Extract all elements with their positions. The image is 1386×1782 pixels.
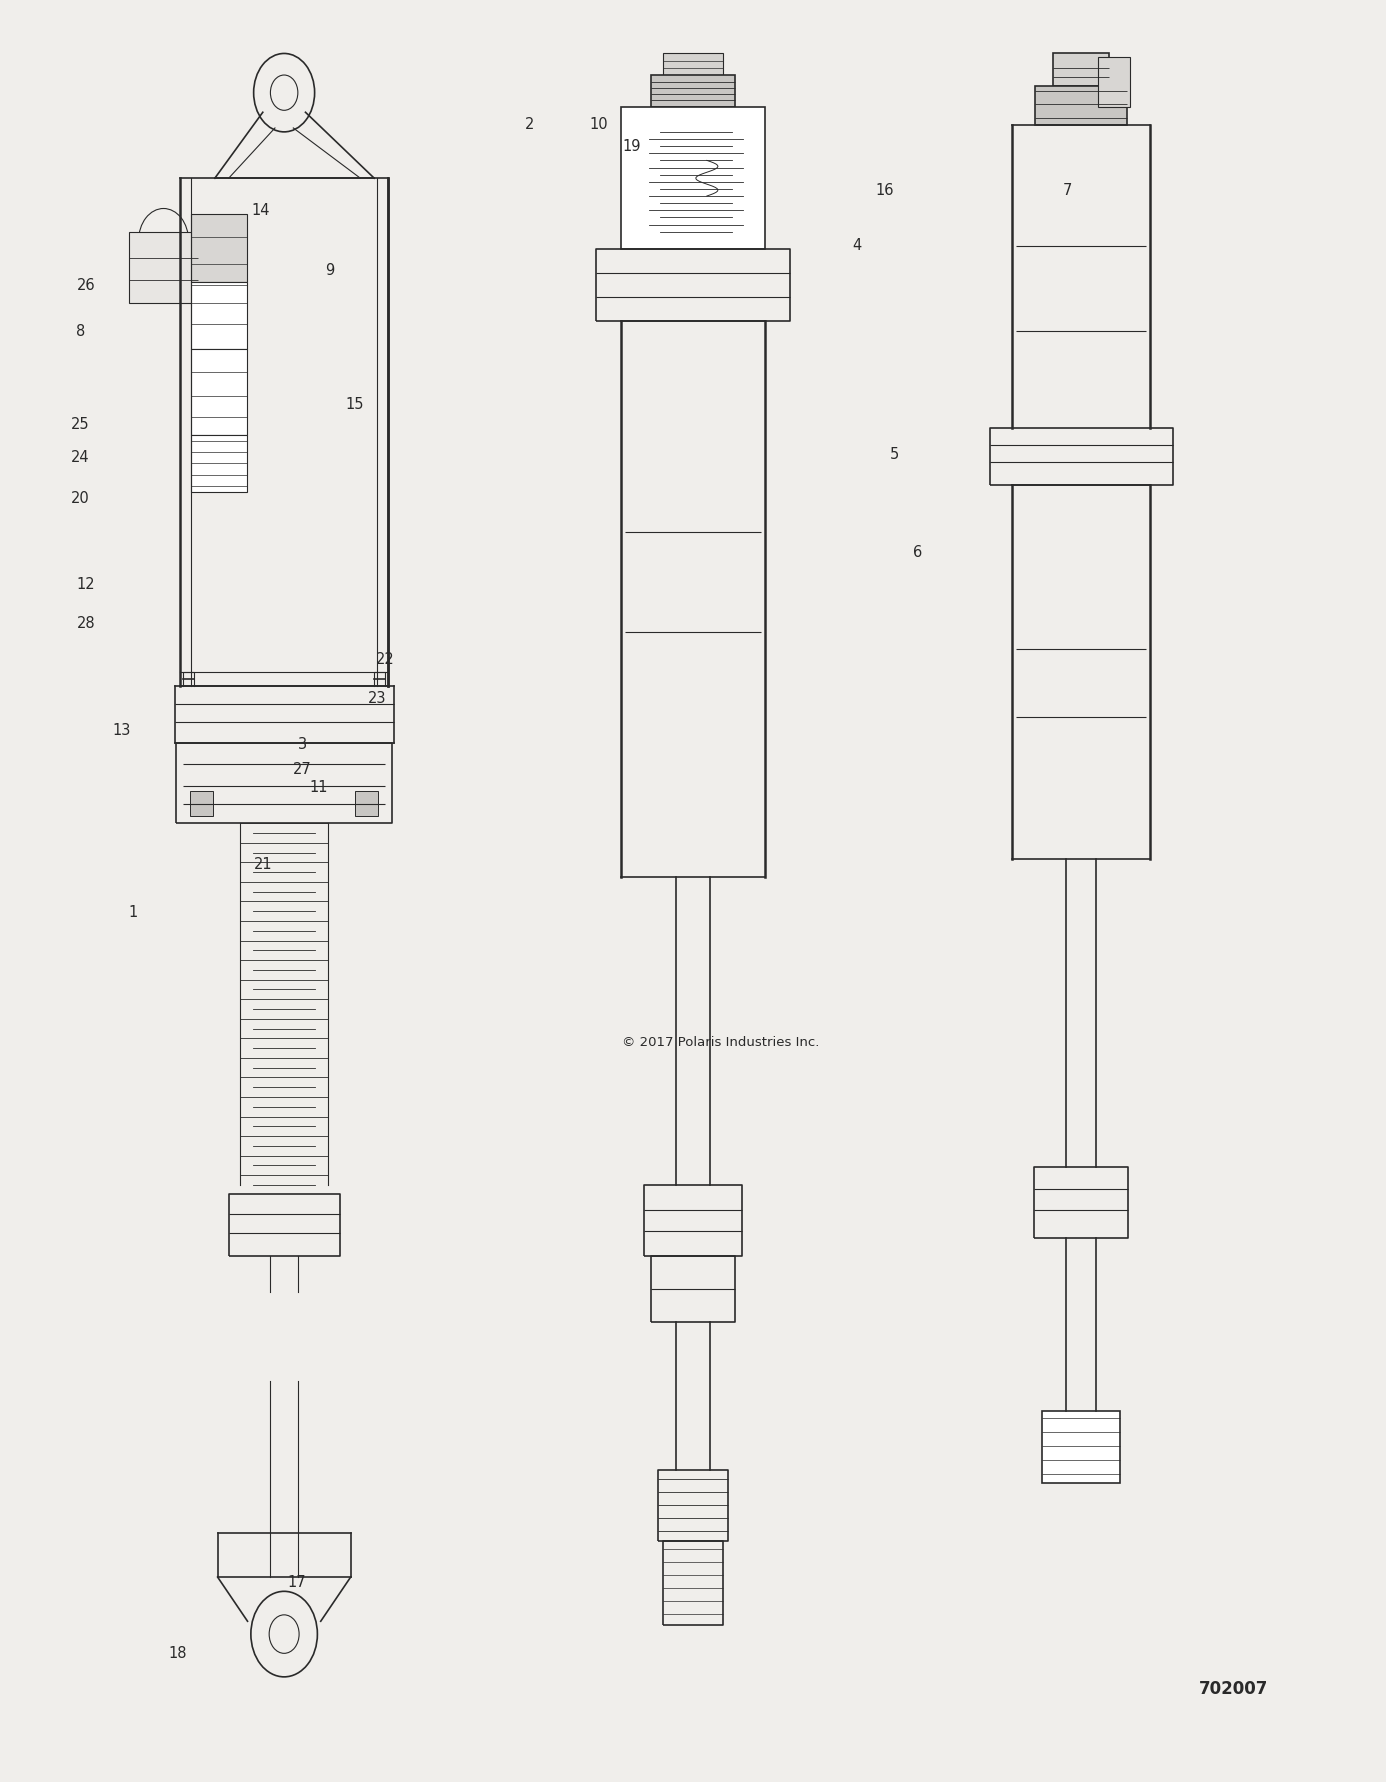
- Text: 14: 14: [251, 203, 270, 217]
- Text: 8: 8: [76, 324, 85, 339]
- Text: 2: 2: [525, 118, 534, 132]
- Bar: [191, 282, 247, 349]
- Bar: [355, 791, 378, 816]
- Text: 702007: 702007: [1199, 1680, 1268, 1698]
- Text: 10: 10: [589, 118, 608, 132]
- Text: 15: 15: [345, 397, 365, 412]
- Bar: [129, 232, 198, 303]
- Bar: [191, 214, 247, 282]
- Text: 22: 22: [376, 652, 395, 666]
- Text: 26: 26: [76, 278, 96, 292]
- Text: 20: 20: [71, 492, 90, 506]
- Bar: [191, 435, 247, 492]
- Bar: [663, 53, 723, 75]
- Text: 5: 5: [890, 447, 898, 462]
- Text: 19: 19: [622, 139, 642, 153]
- Text: 28: 28: [76, 617, 96, 631]
- Text: 6: 6: [913, 545, 922, 560]
- Bar: [1042, 1411, 1120, 1483]
- Text: 9: 9: [326, 264, 334, 278]
- Bar: [621, 107, 765, 249]
- Text: 4: 4: [852, 239, 861, 253]
- Text: 25: 25: [71, 417, 90, 431]
- Text: 24: 24: [71, 451, 90, 465]
- Text: 17: 17: [287, 1575, 306, 1590]
- Bar: [191, 349, 247, 435]
- Text: 18: 18: [168, 1647, 187, 1661]
- Bar: [651, 75, 735, 107]
- Bar: [1053, 53, 1109, 86]
- Text: 11: 11: [309, 781, 328, 795]
- Text: 13: 13: [112, 723, 132, 738]
- Text: 21: 21: [254, 857, 273, 871]
- Text: 3: 3: [298, 738, 306, 752]
- Bar: [190, 791, 213, 816]
- Text: 16: 16: [875, 184, 894, 198]
- Text: 1: 1: [129, 905, 137, 920]
- Text: 27: 27: [292, 763, 312, 777]
- Bar: [1035, 86, 1127, 125]
- Text: 23: 23: [367, 691, 387, 706]
- Text: 12: 12: [76, 577, 96, 592]
- Text: © 2017 Polaris Industries Inc.: © 2017 Polaris Industries Inc.: [622, 1035, 819, 1050]
- Bar: [1098, 57, 1130, 107]
- Text: 7: 7: [1063, 184, 1071, 198]
